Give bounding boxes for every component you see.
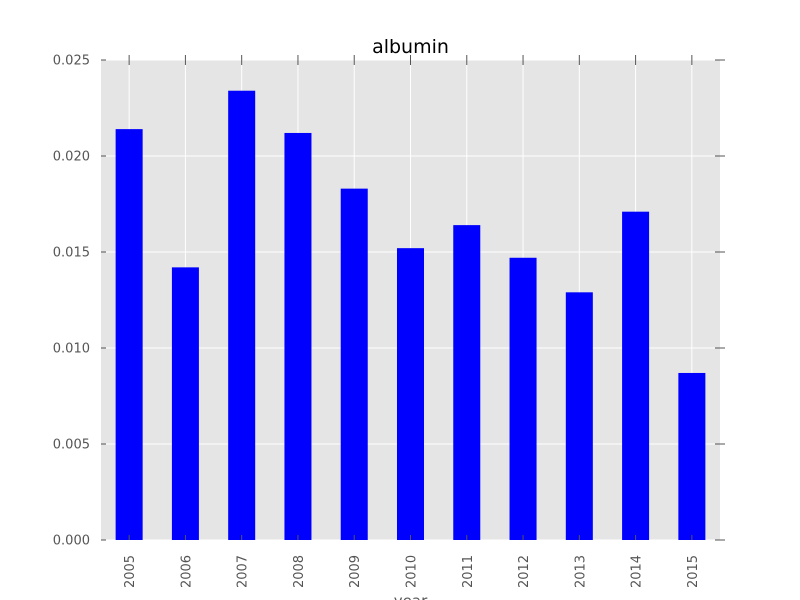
x-tick-label: 2009 xyxy=(348,555,363,588)
x-tick-label: 2008 xyxy=(292,555,307,588)
bar-2013 xyxy=(565,292,593,540)
tick-marks xyxy=(101,55,725,541)
x-tick-label: 2013 xyxy=(573,555,588,588)
y-tick-labels: 0.000 0.005 0.010 0.015 0.020 0.025 xyxy=(53,54,90,549)
x-tick-label: 2005 xyxy=(123,555,138,588)
y-tick-label: 0.000 xyxy=(53,534,90,549)
chart-title: albumin xyxy=(372,36,449,58)
x-tick-label: 2014 xyxy=(630,555,645,588)
bar-2005 xyxy=(115,129,143,540)
bar-2014 xyxy=(622,211,650,540)
bar-2011 xyxy=(453,225,481,540)
bars xyxy=(115,90,706,540)
bar-2010 xyxy=(396,248,425,540)
bar-2015 xyxy=(678,372,706,540)
bar-2006 xyxy=(171,267,199,540)
x-tick-label: 2007 xyxy=(236,555,251,588)
y-tick-label: 0.025 xyxy=(53,54,90,69)
x-tick-label: 2010 xyxy=(405,555,420,588)
x-tick-labels: 2005 2006 2007 2008 2009 2010 2011 2012 2013 2014… xyxy=(123,555,701,588)
y-tick-label: 0.015 xyxy=(53,246,90,261)
y-tick-label: 0.005 xyxy=(53,438,90,453)
x-tick-label: 2015 xyxy=(686,555,701,588)
x-axis-label: year xyxy=(394,592,428,600)
x-tick-label: 2012 xyxy=(517,555,532,588)
bar-2007 xyxy=(228,90,256,540)
bar-2012 xyxy=(509,257,537,540)
y-tick-label: 0.020 xyxy=(53,150,90,165)
bar-2009 xyxy=(340,188,368,540)
bar-2008 xyxy=(284,132,312,540)
x-tick-label: 2006 xyxy=(179,555,194,588)
x-tick-label: 2011 xyxy=(461,555,476,588)
y-tick-label: 0.010 xyxy=(53,342,90,357)
